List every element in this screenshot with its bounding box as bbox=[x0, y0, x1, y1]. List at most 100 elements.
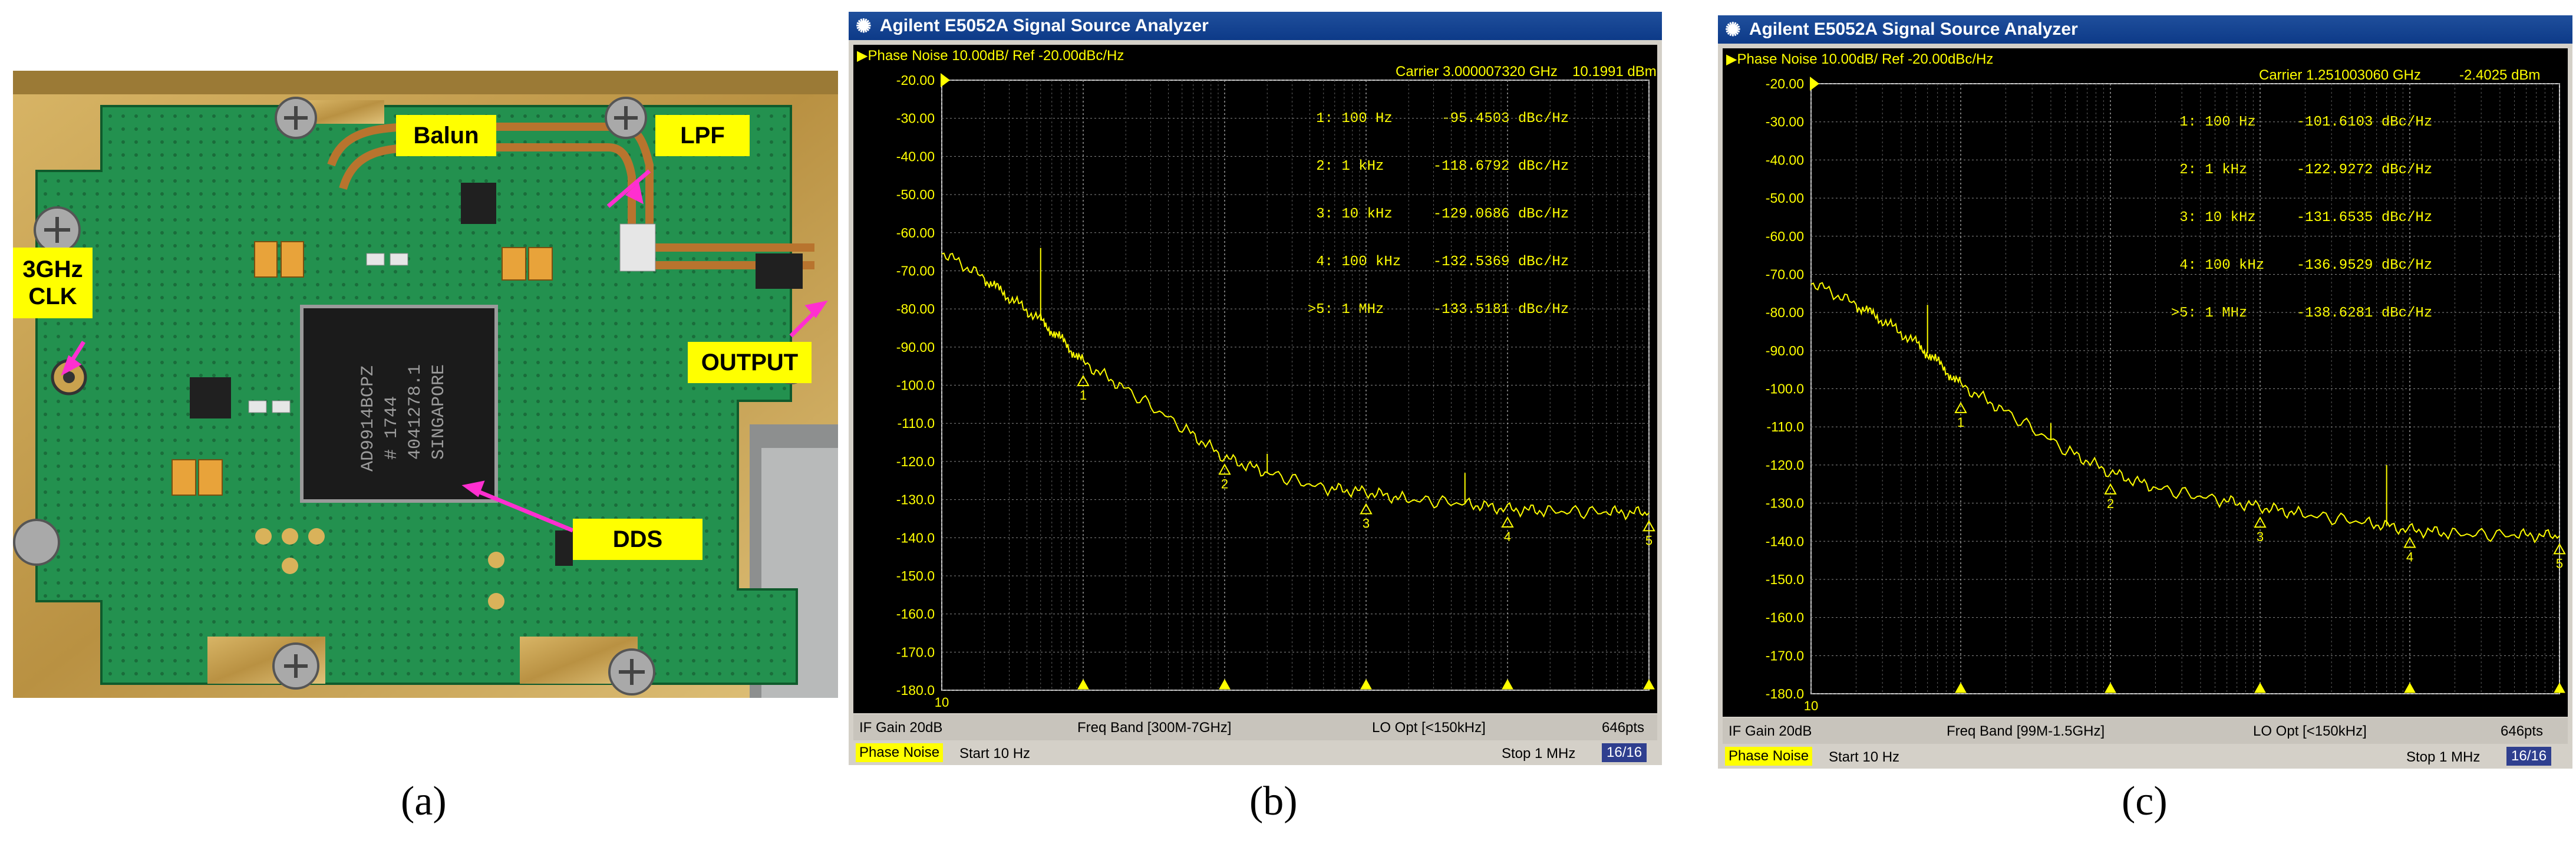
y-tick-label: -130.0 bbox=[896, 492, 935, 507]
marker-axis-triangle bbox=[1643, 678, 1655, 690]
marker-label: 5 bbox=[2556, 556, 2563, 571]
y-tick-label: -60.00 bbox=[896, 225, 935, 240]
marker-row: 2: 1 kHz -118.6792 dBc/Hz bbox=[1316, 159, 1569, 174]
window-title: Agilent E5052A Signal Source Analyzer bbox=[879, 16, 1209, 35]
y-tick-label: -170.0 bbox=[1766, 648, 1804, 663]
y-tick-label: -80.00 bbox=[1766, 305, 1804, 320]
marker-triangle bbox=[2104, 483, 2117, 495]
y-tick-label: -90.00 bbox=[896, 340, 935, 355]
analyzer-screen: ▶Phase Noise 10.00dB/ Ref -20.00dBc/Hz C… bbox=[853, 45, 1657, 713]
marker-row: 1: 100 Hz -101.6103 dBc/Hz bbox=[2179, 114, 2433, 130]
panel-label-c: (c) bbox=[2122, 779, 2168, 824]
phase-noise-plot: -20.00 -30.00 -40.00 -50.00 -60.00 -70.00 -80.… bbox=[1766, 76, 2566, 713]
marker-axis-triangle bbox=[2254, 682, 2266, 693]
marker-axis-triangle bbox=[2105, 682, 2116, 693]
marker-row: 3: 10 kHz -131.6535 dBc/Hz bbox=[2179, 210, 2433, 226]
x-tick-label: 10 bbox=[935, 695, 949, 710]
y-tick-label: -50.00 bbox=[896, 187, 935, 202]
y-tick-label: -20.00 bbox=[896, 72, 935, 88]
y-tick-label: -80.00 bbox=[896, 301, 935, 317]
trace-header-text: Phase Noise 10.00dB/ Ref -20.00dBc/Hz bbox=[868, 48, 1124, 64]
trace-header: ▶Phase Noise 10.00dB/ Ref -20.00dBc/Hz bbox=[1726, 51, 1994, 67]
x-tick-label: 10 bbox=[1804, 698, 1818, 713]
marker-axis-triangle bbox=[2404, 682, 2416, 693]
y-tick-label: -70.00 bbox=[1766, 266, 1804, 282]
window-titlebar: ✺ Agilent E5052A Signal Source Analyzer bbox=[1718, 15, 2572, 44]
bottom-bar: Phase Noise Start 10 Hz Stop 1 MHz 16/16 bbox=[1723, 745, 2568, 769]
stop-freq: Stop 1 MHz bbox=[2406, 749, 2481, 765]
y-tick-label: -40.00 bbox=[896, 149, 935, 164]
marker-axis-triangle bbox=[1219, 678, 1231, 690]
page-indicator: 16/16 bbox=[1602, 743, 1647, 762]
y-tick-label: -60.00 bbox=[1766, 229, 1804, 244]
y-tick-label: -100.0 bbox=[896, 378, 935, 393]
y-tick-label: -100.0 bbox=[1766, 381, 1804, 397]
if-gain-status: IF Gain 20dB bbox=[1729, 723, 1812, 739]
window-titlebar: ✺ Agilent E5052A Signal Source Analyzer bbox=[849, 12, 1662, 40]
y-tick-label: -30.00 bbox=[896, 111, 935, 126]
y-tick-label: -120.0 bbox=[896, 454, 935, 469]
analyzer-window-c: ✺ Agilent E5052A Signal Source Analyzer … bbox=[1718, 15, 2572, 769]
marker-axis-triangle bbox=[2554, 682, 2565, 693]
marker-label: 1 bbox=[1957, 415, 1964, 430]
balun-callout: Balun bbox=[396, 115, 496, 156]
lpf-callout: LPF bbox=[655, 115, 750, 156]
analyzer-screen: ▶Phase Noise 10.00dB/ Ref -20.00dBc/Hz C… bbox=[1723, 48, 2568, 717]
marker-row: 2: 1 kHz -122.9272 dBc/Hz bbox=[2179, 162, 2433, 178]
marker-label: 3 bbox=[1363, 516, 1370, 531]
marker-triangle bbox=[1642, 520, 1655, 532]
agilent-logo-icon: ✺ bbox=[1725, 19, 1741, 40]
marker-row: 1: 100 Hz -95.4503 dBc/Hz bbox=[1316, 111, 1569, 127]
marker-triangle bbox=[2553, 543, 2566, 555]
marker-label: 5 bbox=[1645, 533, 1653, 548]
marker-axis-triangle bbox=[1955, 682, 1967, 693]
y-tick-label: -140.0 bbox=[896, 530, 935, 545]
power-readout: 10.1991 dBm bbox=[1572, 64, 1657, 80]
panel-label-a: (a) bbox=[401, 779, 447, 824]
y-tick-label: -70.00 bbox=[896, 263, 935, 278]
analyzer-window-b: ✺ Agilent E5052A Signal Source Analyzer … bbox=[849, 12, 1662, 765]
freq-band-status: Freq Band [99M-1.5GHz] bbox=[1947, 723, 2105, 739]
marker-axis-triangle bbox=[1077, 678, 1089, 690]
bottom-bar: Phase Noise Start 10 Hz Stop 1 MHz 16/16 bbox=[853, 741, 1657, 765]
marker-triangle bbox=[2403, 536, 2416, 548]
carrier-readout: Carrier 3.000007320 GHz bbox=[1396, 64, 1558, 80]
chip-text-line: SINGAPORE bbox=[429, 364, 449, 460]
phase-noise-mode-tab[interactable]: Phase Noise bbox=[856, 743, 944, 762]
phase-noise-trace bbox=[941, 252, 1650, 521]
chip-text-line: AD9914BCPZ bbox=[358, 365, 378, 472]
pcb-illustration: AD9914BCPZ # 1744 4041278.1 SINGAPORE bbox=[13, 71, 838, 698]
callout-arrows bbox=[61, 169, 828, 533]
marker-label: 1 bbox=[1080, 388, 1087, 403]
marker-label: 2 bbox=[1221, 476, 1228, 491]
y-tick-label: -30.00 bbox=[1766, 114, 1804, 130]
marker-table: 1: 100 Hz -101.6103 dBc/Hz 2: 1 kHz -122.9… bbox=[2165, 83, 2432, 353]
ref-level-marker bbox=[941, 73, 950, 87]
trace-header: ▶Phase Noise 10.00dB/ Ref -20.00dBc/Hz bbox=[857, 48, 1124, 64]
points-status: 646pts bbox=[2501, 723, 2544, 739]
y-tick-label: -180.0 bbox=[1766, 686, 1804, 701]
dds-callout: DDS bbox=[573, 519, 702, 560]
marker-row: >5: 1 MHz -133.5181 dBc/Hz bbox=[1307, 302, 1569, 318]
start-freq: Start 10 Hz bbox=[959, 746, 1031, 762]
y-tick-label: -90.00 bbox=[1766, 343, 1804, 358]
marker-row: 3: 10 kHz -129.0686 dBc/Hz bbox=[1316, 206, 1569, 222]
phase-noise-trace bbox=[1810, 282, 2560, 543]
phase-noise-mode-tab[interactable]: Phase Noise bbox=[1725, 747, 1813, 766]
page-indicator: 16/16 bbox=[2506, 747, 2552, 766]
carrier-readout: Carrier 1.251003060 GHz bbox=[2259, 67, 2421, 83]
chip-text-line: 4041278.1 bbox=[405, 364, 426, 460]
y-tick-label: -20.00 bbox=[1766, 76, 1804, 91]
marker-triangle bbox=[1954, 401, 1967, 413]
clk-callout-line2: CLK bbox=[28, 284, 77, 309]
y-tick-label: -160.0 bbox=[896, 607, 935, 622]
clk-callout-line1: 3GHz bbox=[22, 256, 83, 282]
if-gain-status: IF Gain 20dB bbox=[859, 720, 943, 736]
output-callout: OUTPUT bbox=[688, 342, 812, 383]
phase-noise-plot: -20.00 -30.00 -40.00 -50.00 -60.00 -70.00 -80.… bbox=[896, 72, 1655, 710]
ref-level-marker bbox=[1810, 77, 1819, 91]
y-tick-label: -120.0 bbox=[1766, 457, 1804, 473]
window-title: Agilent E5052A Signal Source Analyzer bbox=[1749, 19, 2078, 39]
plot-frame bbox=[941, 80, 1650, 691]
stop-freq: Stop 1 MHz bbox=[1502, 746, 1576, 762]
